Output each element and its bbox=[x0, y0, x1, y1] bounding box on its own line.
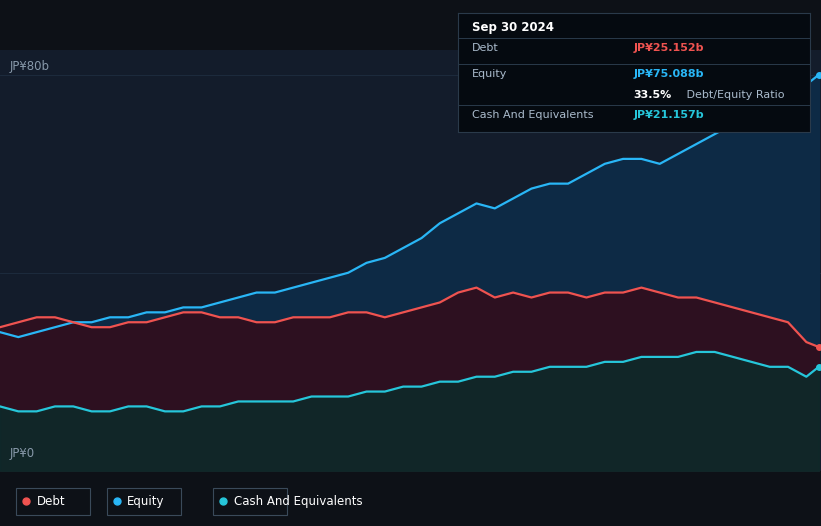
Text: Cash And Equivalents: Cash And Equivalents bbox=[234, 495, 363, 508]
FancyBboxPatch shape bbox=[16, 488, 90, 515]
Text: JP¥75.088b: JP¥75.088b bbox=[634, 69, 704, 79]
Text: Debt/Equity Ratio: Debt/Equity Ratio bbox=[683, 90, 785, 100]
Text: JP¥25.152b: JP¥25.152b bbox=[634, 43, 704, 53]
FancyBboxPatch shape bbox=[107, 488, 181, 515]
Text: JP¥21.157b: JP¥21.157b bbox=[634, 110, 704, 120]
FancyBboxPatch shape bbox=[213, 488, 287, 515]
Text: Equity: Equity bbox=[472, 69, 507, 79]
Text: JP¥80b: JP¥80b bbox=[10, 60, 50, 74]
Text: Cash And Equivalents: Cash And Equivalents bbox=[472, 110, 594, 120]
Text: Equity: Equity bbox=[127, 495, 165, 508]
Text: 33.5%: 33.5% bbox=[634, 90, 672, 100]
Text: JP¥0: JP¥0 bbox=[10, 447, 35, 460]
Text: Sep 30 2024: Sep 30 2024 bbox=[472, 22, 554, 34]
Text: Debt: Debt bbox=[472, 43, 499, 53]
Text: Debt: Debt bbox=[37, 495, 66, 508]
